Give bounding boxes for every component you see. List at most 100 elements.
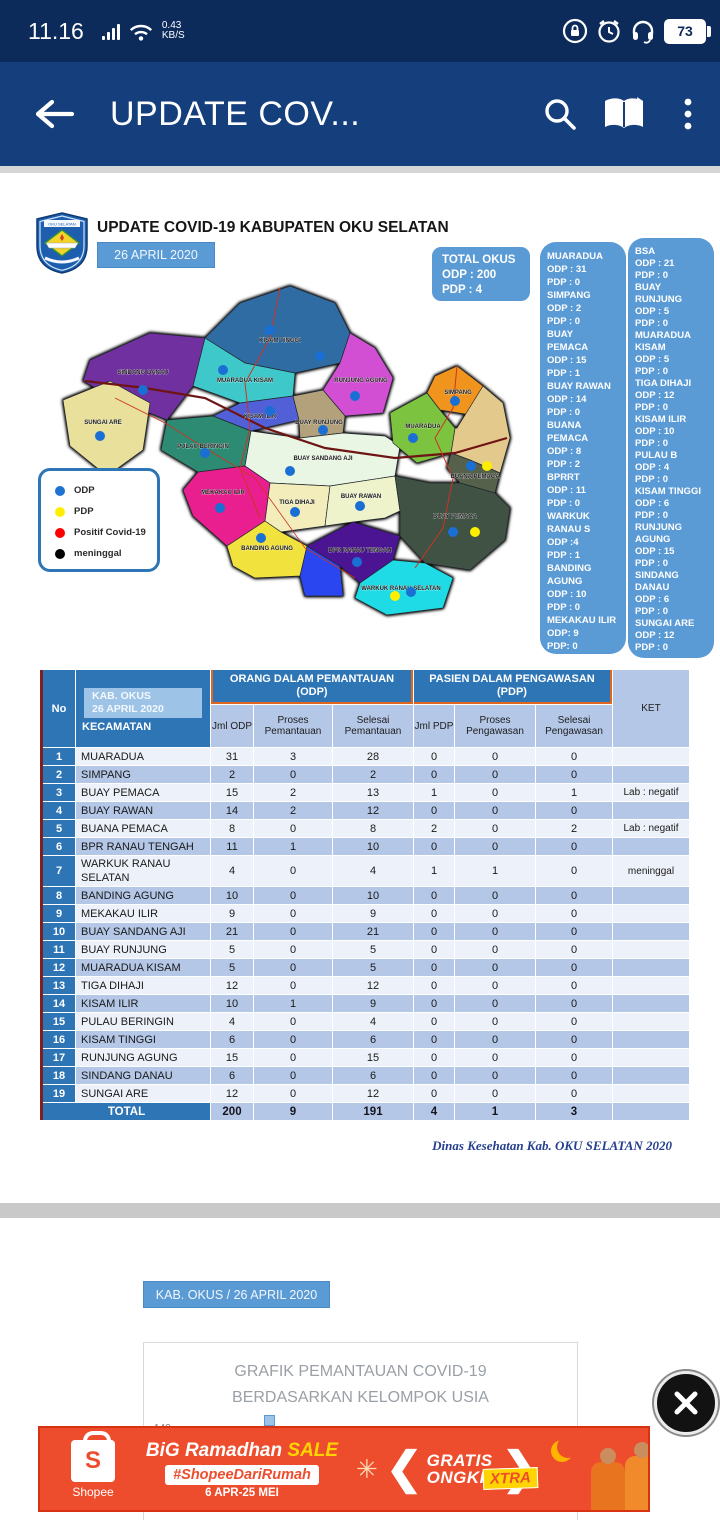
chart-legend-swatch xyxy=(264,1415,275,1426)
panel-line: KISAM TINGGI xyxy=(635,486,701,497)
offer-xtra-badge: XTRA xyxy=(482,1467,538,1490)
cell-value: 0 xyxy=(254,1049,332,1066)
pdp-dot-icon xyxy=(482,461,492,471)
section2-date-badge: KAB. OKUS / 26 APRIL 2020 xyxy=(143,1281,330,1308)
appbar-divider xyxy=(0,166,720,173)
cell-value: 0 xyxy=(254,1085,332,1102)
cell-value: 12 xyxy=(333,977,413,994)
row-number: 3 xyxy=(43,784,75,801)
total-pdp-value: PDP : 4 xyxy=(442,284,483,296)
odp-dot-icon xyxy=(408,433,418,443)
panel-line: PEMACA xyxy=(547,342,589,353)
col-header-proses-pemantauan: Proses Pemantauan xyxy=(254,705,332,747)
cell-value: 0 xyxy=(414,1013,454,1030)
cell-value: 6 xyxy=(211,1031,253,1048)
panel-line: PDP : 0 xyxy=(635,318,669,329)
cell-value: 0 xyxy=(455,1049,535,1066)
ad-close-button[interactable] xyxy=(654,1371,718,1435)
map-region-sindang_danau xyxy=(82,332,206,421)
panel-line: KISAM xyxy=(635,342,666,353)
cell-value: 0 xyxy=(414,1067,454,1084)
cell-value: 21 xyxy=(211,923,253,940)
cell-value: 0 xyxy=(414,1085,454,1102)
cell-value: 15 xyxy=(211,784,253,801)
search-button[interactable] xyxy=(528,82,592,146)
panel-line: PDP : 0 xyxy=(635,402,669,413)
cell-value: 10 xyxy=(333,838,413,855)
row-number: 12 xyxy=(43,959,75,976)
row-number: 6 xyxy=(43,838,75,855)
kecamatan-name: SIMPANG xyxy=(76,766,210,783)
cell-value: 0 xyxy=(254,1013,332,1030)
cell-value: 12 xyxy=(211,1085,253,1102)
ket-value xyxy=(613,1013,689,1030)
cell-value: 0 xyxy=(254,959,332,976)
legend-dot-icon xyxy=(55,548,65,559)
cell-value: 0 xyxy=(254,766,332,783)
map-region-label: RUNJUNG AGUNG xyxy=(334,378,388,384)
col-header-selesai-pemantauan: Selesai Pemantauan xyxy=(333,705,413,747)
map-region-label: BUAY SANDANG AJI xyxy=(293,456,352,462)
cell-value: 0 xyxy=(455,941,535,958)
map-region-label: MUARADUA KISAM xyxy=(217,378,273,384)
cell-value: 0 xyxy=(414,1031,454,1048)
cell-value: 0 xyxy=(254,1067,332,1084)
shopee-ad-banner[interactable]: S Shopee BiG Ramadhan SALE #ShopeeDariRu… xyxy=(38,1426,650,1512)
panel-line: PDP : 0 xyxy=(635,558,669,569)
panel-line: PDP : 1 xyxy=(547,550,581,561)
panel-line: ODP : 8 xyxy=(547,446,582,457)
cell-value: 3 xyxy=(254,748,332,765)
kab-okus-box: KAB. OKUS 26 APRIL 2020 xyxy=(84,687,202,718)
reader-mode-button[interactable] xyxy=(592,82,656,146)
odp-dot-icon xyxy=(290,507,300,517)
total-value xyxy=(613,1103,689,1120)
cell-value: 0 xyxy=(455,838,535,855)
row-number: 16 xyxy=(43,1031,75,1048)
panel-line: PDP : 1 xyxy=(547,368,581,379)
kecamatan-name: PULAU BERINGIN xyxy=(76,1013,210,1030)
footer-attribution: Dinas Kesehatan Kab. OKU SELATAN 2020 xyxy=(432,1138,672,1153)
infographic-date-badge: 26 APRIL 2020 xyxy=(97,242,215,268)
back-button[interactable] xyxy=(18,84,88,144)
panel-line: PDP : 2 xyxy=(547,459,581,470)
cell-value: 0 xyxy=(536,923,612,940)
ad-headline: BiG Ramadhan SALE xyxy=(145,1439,339,1461)
odp-dot-icon xyxy=(355,501,365,511)
shopee-logo: S Shopee xyxy=(54,1430,132,1499)
panel-line: AGUNG xyxy=(635,534,671,545)
group-header-odp: ORANG DALAM PEMANTAUAN (ODP) xyxy=(211,670,413,704)
kecamatan-name: WARKUK RANAU SELATAN xyxy=(76,856,210,886)
row-number: 4 xyxy=(43,802,75,819)
cell-value: 0 xyxy=(455,748,535,765)
legend-label: ODP xyxy=(74,485,95,496)
rotation-lock-icon xyxy=(562,18,588,44)
cell-value: 0 xyxy=(414,923,454,940)
cell-value: 2 xyxy=(254,784,332,801)
row-number: 2 xyxy=(43,766,75,783)
panel-line: ODP : 15 xyxy=(635,546,675,557)
cell-value: 1 xyxy=(536,784,612,801)
panel-line: ODP : 12 xyxy=(635,630,675,641)
odp-dot-icon xyxy=(265,325,275,335)
col-header-no: No xyxy=(43,670,75,747)
ket-value xyxy=(613,1085,689,1102)
cell-value: 10 xyxy=(333,887,413,904)
infographic-title: UPDATE COVID-19 KABUPATEN OKU SELATAN xyxy=(97,219,449,236)
cell-value: 21 xyxy=(333,923,413,940)
odp-dot-icon xyxy=(138,385,148,395)
map-region-label: BUANA PEMACA xyxy=(450,474,500,480)
panel-line: PDP : 0 xyxy=(635,474,669,485)
cell-value: 0 xyxy=(455,820,535,837)
panel-line: ODP : 5 xyxy=(635,306,670,317)
odp-dot-icon xyxy=(215,503,225,513)
app-bar: UPDATE COV... xyxy=(0,62,720,166)
overflow-menu-button[interactable] xyxy=(656,82,720,146)
map-region-danau_ranau xyxy=(299,545,344,597)
row-number: 10 xyxy=(43,923,75,940)
pdp-dot-icon xyxy=(390,591,400,601)
cell-value: 12 xyxy=(333,802,413,819)
cell-value: 2 xyxy=(414,820,454,837)
ket-value xyxy=(613,995,689,1012)
map-region-label: PULAU BERINGIN xyxy=(177,444,229,450)
